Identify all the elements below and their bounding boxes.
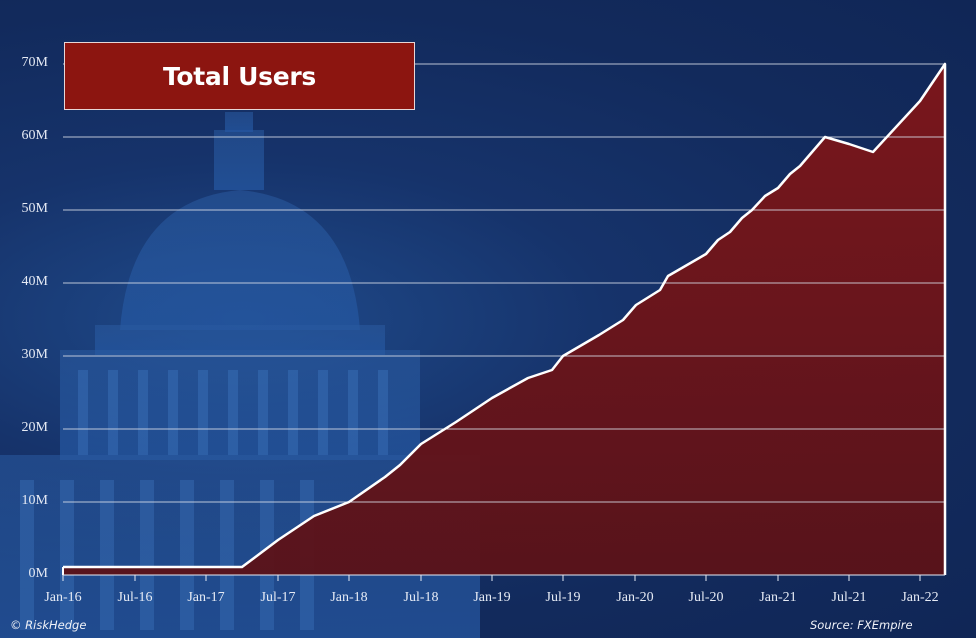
x-tick-label: Jul-19 (545, 590, 581, 605)
source-text: Source: FXEmpire (810, 618, 913, 632)
area-fill (63, 64, 945, 575)
x-axis (62, 574, 945, 581)
x-tick-label: Jul-20 (688, 590, 724, 605)
x-tick-label: Jan-18 (330, 590, 368, 605)
x-tick-label: Jul-16 (117, 590, 153, 605)
chart-title-box: Total Users (64, 42, 415, 110)
y-tick-label: 30M (21, 347, 48, 362)
y-tick-label: 70M (21, 55, 48, 70)
x-tick-label: Jan-17 (187, 590, 225, 605)
y-tick-label: 20M (21, 420, 48, 435)
x-tick-label: Jan-22 (901, 590, 939, 605)
x-tick-label: Jan-19 (473, 590, 511, 605)
chart-title: Total Users (162, 61, 317, 91)
gridlines (63, 63, 945, 503)
series-line (63, 62, 947, 575)
y-tick-label: 0M (28, 566, 48, 581)
y-tick-label: 10M (21, 493, 48, 508)
x-tick-label: Jan-20 (616, 590, 654, 605)
y-tick-label: 50M (21, 201, 48, 216)
x-tick-label: Jul-17 (260, 590, 296, 605)
y-tick-label: 40M (21, 274, 48, 289)
x-tick-label: Jan-16 (44, 590, 82, 605)
x-tick-label: Jul-21 (831, 590, 867, 605)
x-tick-label: Jan-21 (759, 590, 797, 605)
x-tick-label: Jul-18 (403, 590, 439, 605)
y-tick-label: 60M (21, 128, 48, 143)
copyright-text: © RiskHedge (10, 618, 87, 632)
